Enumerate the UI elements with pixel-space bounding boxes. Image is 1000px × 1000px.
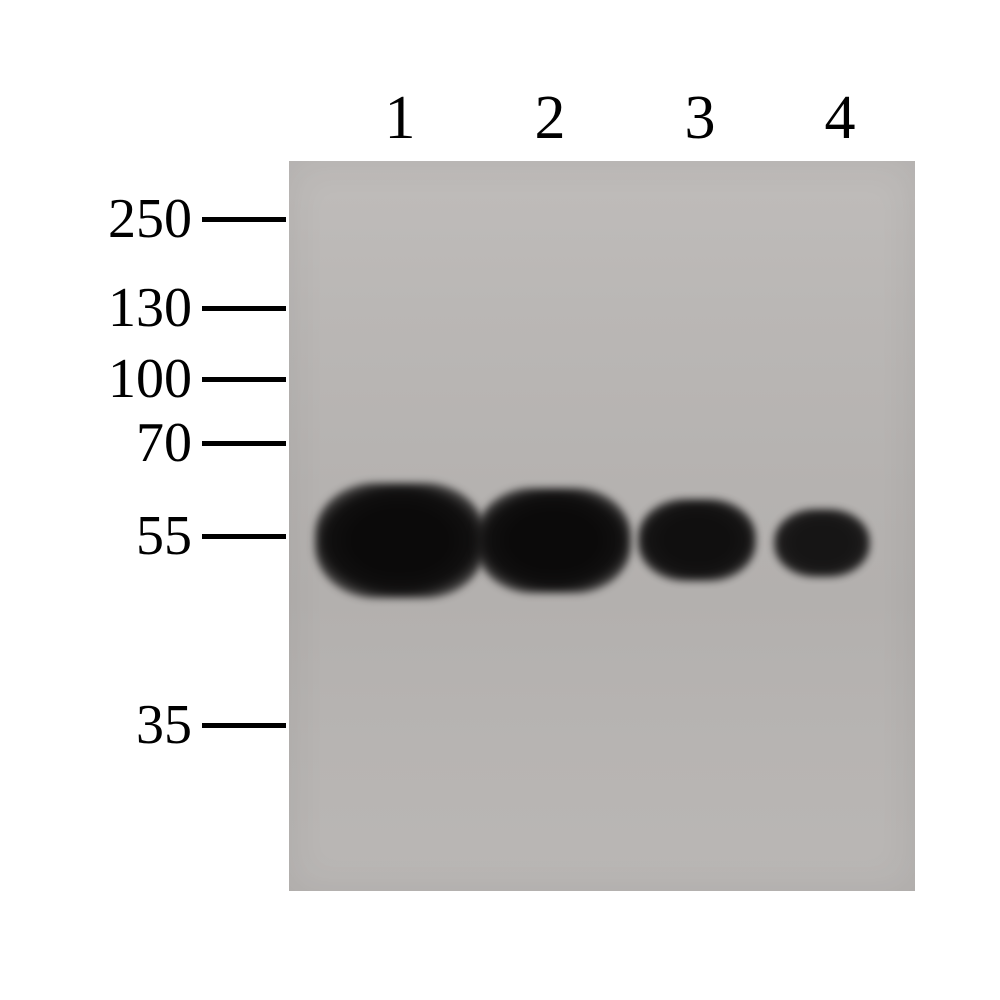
mw-label-35: 35 <box>82 697 192 753</box>
mw-tick-250 <box>202 217 286 222</box>
lane-label-4: 4 <box>810 83 870 154</box>
mw-tick-130 <box>202 306 286 311</box>
band-lane-4 <box>774 509 870 577</box>
mw-tick-35 <box>202 723 286 728</box>
mw-label-70: 70 <box>82 415 192 471</box>
band-lane-2 <box>476 488 631 593</box>
band-lane-1 <box>315 483 485 598</box>
mw-tick-100 <box>202 377 286 382</box>
lane-label-3: 3 <box>670 83 730 154</box>
band-lane-3 <box>638 499 756 581</box>
mw-label-100: 100 <box>82 351 192 407</box>
mw-tick-70 <box>202 441 286 446</box>
figure-stage: 1 2 3 4 250 130 100 70 55 35 <box>0 0 1000 1000</box>
lane-label-1: 1 <box>370 83 430 154</box>
mw-tick-55 <box>202 534 286 539</box>
lane-label-2: 2 <box>520 83 580 154</box>
mw-label-55: 55 <box>82 508 192 564</box>
mw-label-130: 130 <box>82 280 192 336</box>
mw-label-250: 250 <box>82 191 192 247</box>
